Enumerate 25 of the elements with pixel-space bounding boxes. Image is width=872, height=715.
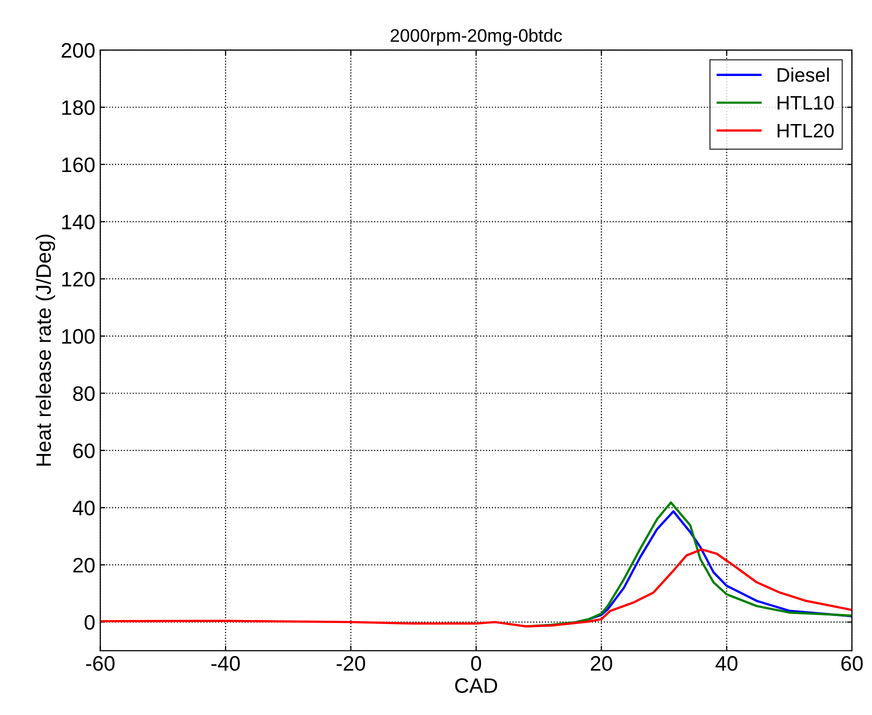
x-tick-label: 20 bbox=[590, 656, 612, 671]
chart-title: 2000rpm-20mg-0btdc bbox=[390, 28, 562, 46]
y-tick-label: 60 bbox=[73, 443, 95, 458]
x-tick-label: 0 bbox=[471, 656, 482, 671]
y-tick-label: 100 bbox=[62, 329, 95, 344]
line-series bbox=[100, 548, 852, 628]
x-tick-label: -40 bbox=[211, 656, 240, 671]
y-tick-label: 20 bbox=[73, 558, 95, 573]
y-tick-label: 200 bbox=[62, 43, 95, 58]
legend-label: HTL20 bbox=[778, 124, 834, 138]
x-tick-label: 60 bbox=[841, 656, 863, 671]
x-tick-label: -20 bbox=[336, 656, 366, 671]
y-tick-label: 160 bbox=[62, 157, 95, 172]
legend-label: HTL10 bbox=[778, 96, 834, 110]
y-tick-label: 140 bbox=[62, 214, 95, 230]
y-tick-label: 0 bbox=[84, 615, 95, 630]
y-axis-title: Heat release rate (J/Deg) bbox=[36, 234, 56, 466]
x-tick-label: 40 bbox=[716, 656, 738, 671]
y-tick-label: 120 bbox=[62, 272, 95, 287]
y-tick-label: 180 bbox=[62, 100, 95, 116]
y-tick-label: 40 bbox=[72, 500, 95, 516]
x-axis-title: CAD bbox=[455, 678, 498, 694]
x-tick-label: -60 bbox=[86, 656, 115, 671]
legend-label: Diesel bbox=[778, 68, 829, 82]
y-tick-label: 80 bbox=[73, 386, 95, 402]
